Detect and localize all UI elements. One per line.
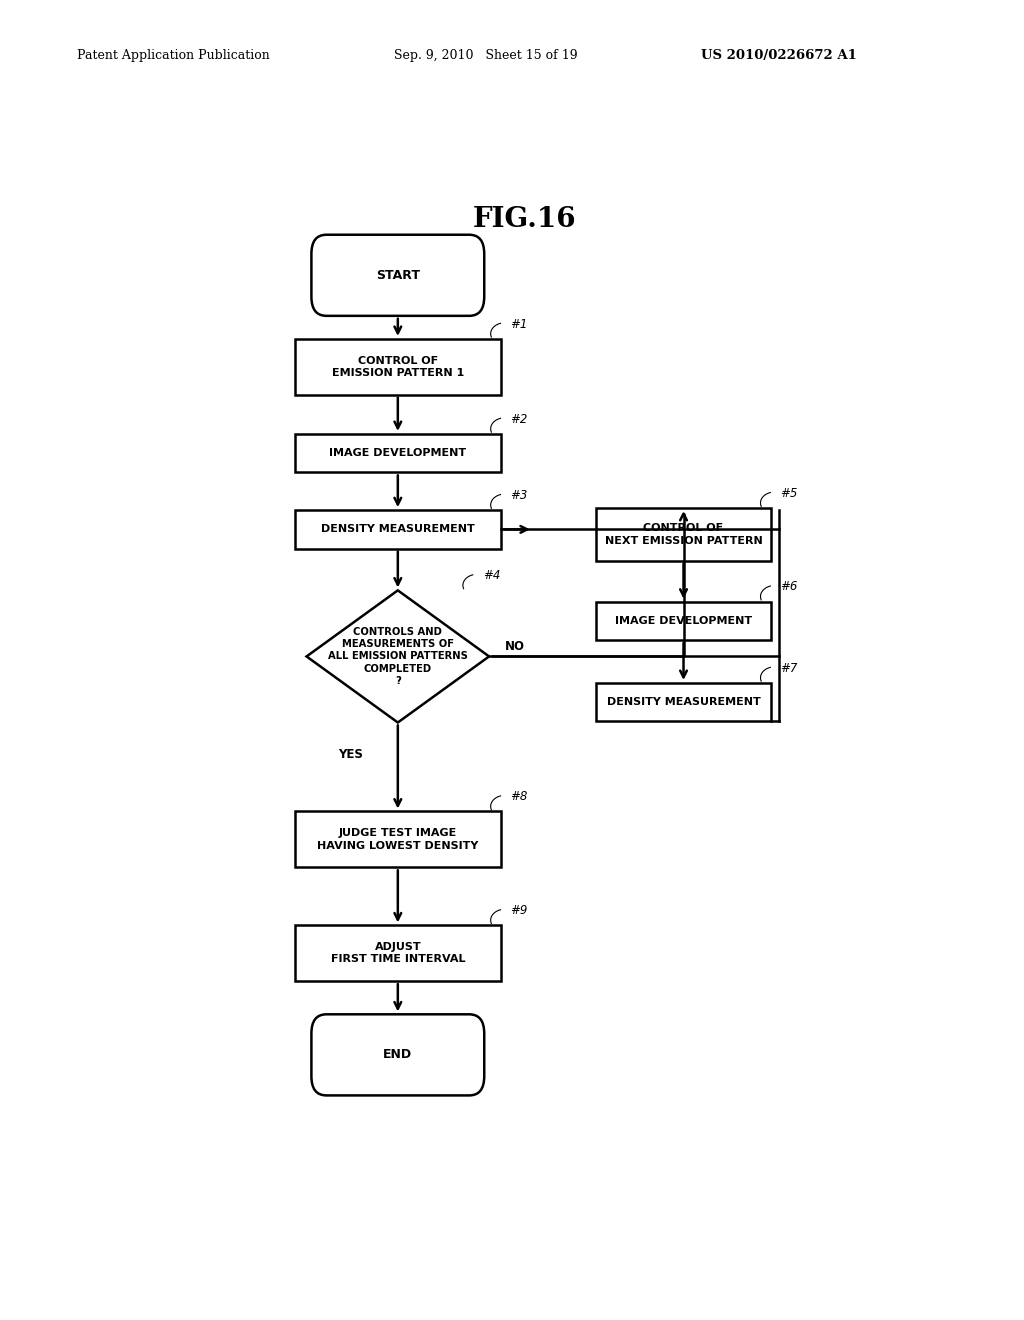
- Text: IMAGE DEVELOPMENT: IMAGE DEVELOPMENT: [330, 449, 466, 458]
- Text: CONTROL OF
NEXT EMISSION PATTERN: CONTROL OF NEXT EMISSION PATTERN: [604, 523, 763, 545]
- Text: US 2010/0226672 A1: US 2010/0226672 A1: [701, 49, 857, 62]
- Text: YES: YES: [338, 748, 362, 760]
- Polygon shape: [306, 590, 489, 722]
- Text: #7: #7: [780, 661, 798, 675]
- Bar: [295, 434, 501, 473]
- Bar: [596, 602, 771, 640]
- Bar: [295, 925, 501, 981]
- Bar: [295, 510, 501, 549]
- Text: IMAGE DEVELOPMENT: IMAGE DEVELOPMENT: [615, 616, 752, 626]
- Text: DENSITY MEASUREMENT: DENSITY MEASUREMENT: [606, 697, 761, 708]
- Text: #3: #3: [511, 488, 528, 502]
- Text: #4: #4: [482, 569, 500, 582]
- Bar: [295, 339, 501, 395]
- Text: NO: NO: [505, 640, 525, 653]
- Bar: [295, 812, 501, 867]
- Text: #8: #8: [511, 791, 528, 804]
- Text: Sep. 9, 2010   Sheet 15 of 19: Sep. 9, 2010 Sheet 15 of 19: [394, 49, 578, 62]
- FancyBboxPatch shape: [311, 1014, 484, 1096]
- Text: JUDGE TEST IMAGE
HAVING LOWEST DENSITY: JUDGE TEST IMAGE HAVING LOWEST DENSITY: [317, 828, 478, 850]
- Text: #6: #6: [780, 581, 798, 594]
- Text: FIG.16: FIG.16: [473, 206, 577, 232]
- Text: CONTROLS AND
MEASUREMENTS OF
ALL EMISSION PATTERNS
COMPLETED
?: CONTROLS AND MEASUREMENTS OF ALL EMISSIO…: [328, 627, 468, 686]
- Text: ADJUST
FIRST TIME INTERVAL: ADJUST FIRST TIME INTERVAL: [331, 942, 465, 965]
- Text: END: END: [383, 1048, 413, 1061]
- Text: #9: #9: [511, 904, 528, 917]
- Text: CONTROL OF
EMISSION PATTERN 1: CONTROL OF EMISSION PATTERN 1: [332, 355, 464, 378]
- Bar: [596, 508, 771, 561]
- Text: START: START: [376, 269, 420, 281]
- Text: #5: #5: [780, 487, 798, 500]
- Text: #1: #1: [511, 318, 528, 331]
- Text: Patent Application Publication: Patent Application Publication: [77, 49, 269, 62]
- Text: DENSITY MEASUREMENT: DENSITY MEASUREMENT: [321, 524, 475, 535]
- Bar: [596, 682, 771, 722]
- FancyBboxPatch shape: [311, 235, 484, 315]
- Text: #2: #2: [511, 413, 528, 426]
